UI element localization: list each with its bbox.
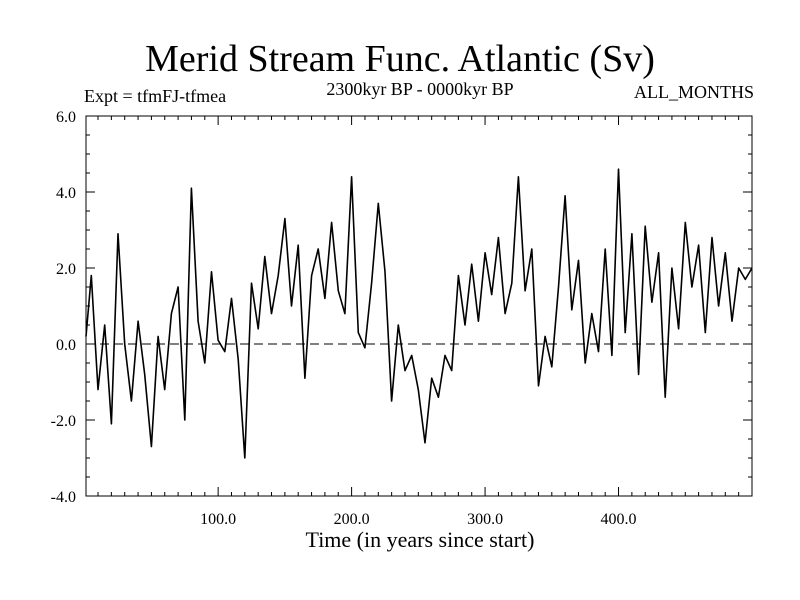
y-tick-label: 0.0 [56,337,76,354]
months-label: ALL_MONTHS [634,82,754,102]
x-tick-label: 400.0 [601,511,637,528]
y-tick-label: -2.0 [51,413,76,430]
y-tick-label: 2.0 [56,261,76,278]
chart-title: Merid Stream Func. Atlantic (Sv) [145,38,655,80]
y-tick-label: -4.0 [51,489,76,506]
period-label: 2300kyr BP - 0000kyr BP [326,79,514,99]
x-tick-label: 300.0 [467,511,503,528]
plot-frame [85,115,753,497]
x-tick-label: 200.0 [334,511,370,528]
y-tick-label: 6.0 [56,109,76,126]
y-tick-label: 4.0 [56,185,76,202]
x-axis-label: Time (in years since start) [305,527,535,552]
experiment-label: Expt = tfmFJ-tfmea [84,86,227,106]
series-line [85,168,753,459]
x-tick-label: 100.0 [200,511,236,528]
